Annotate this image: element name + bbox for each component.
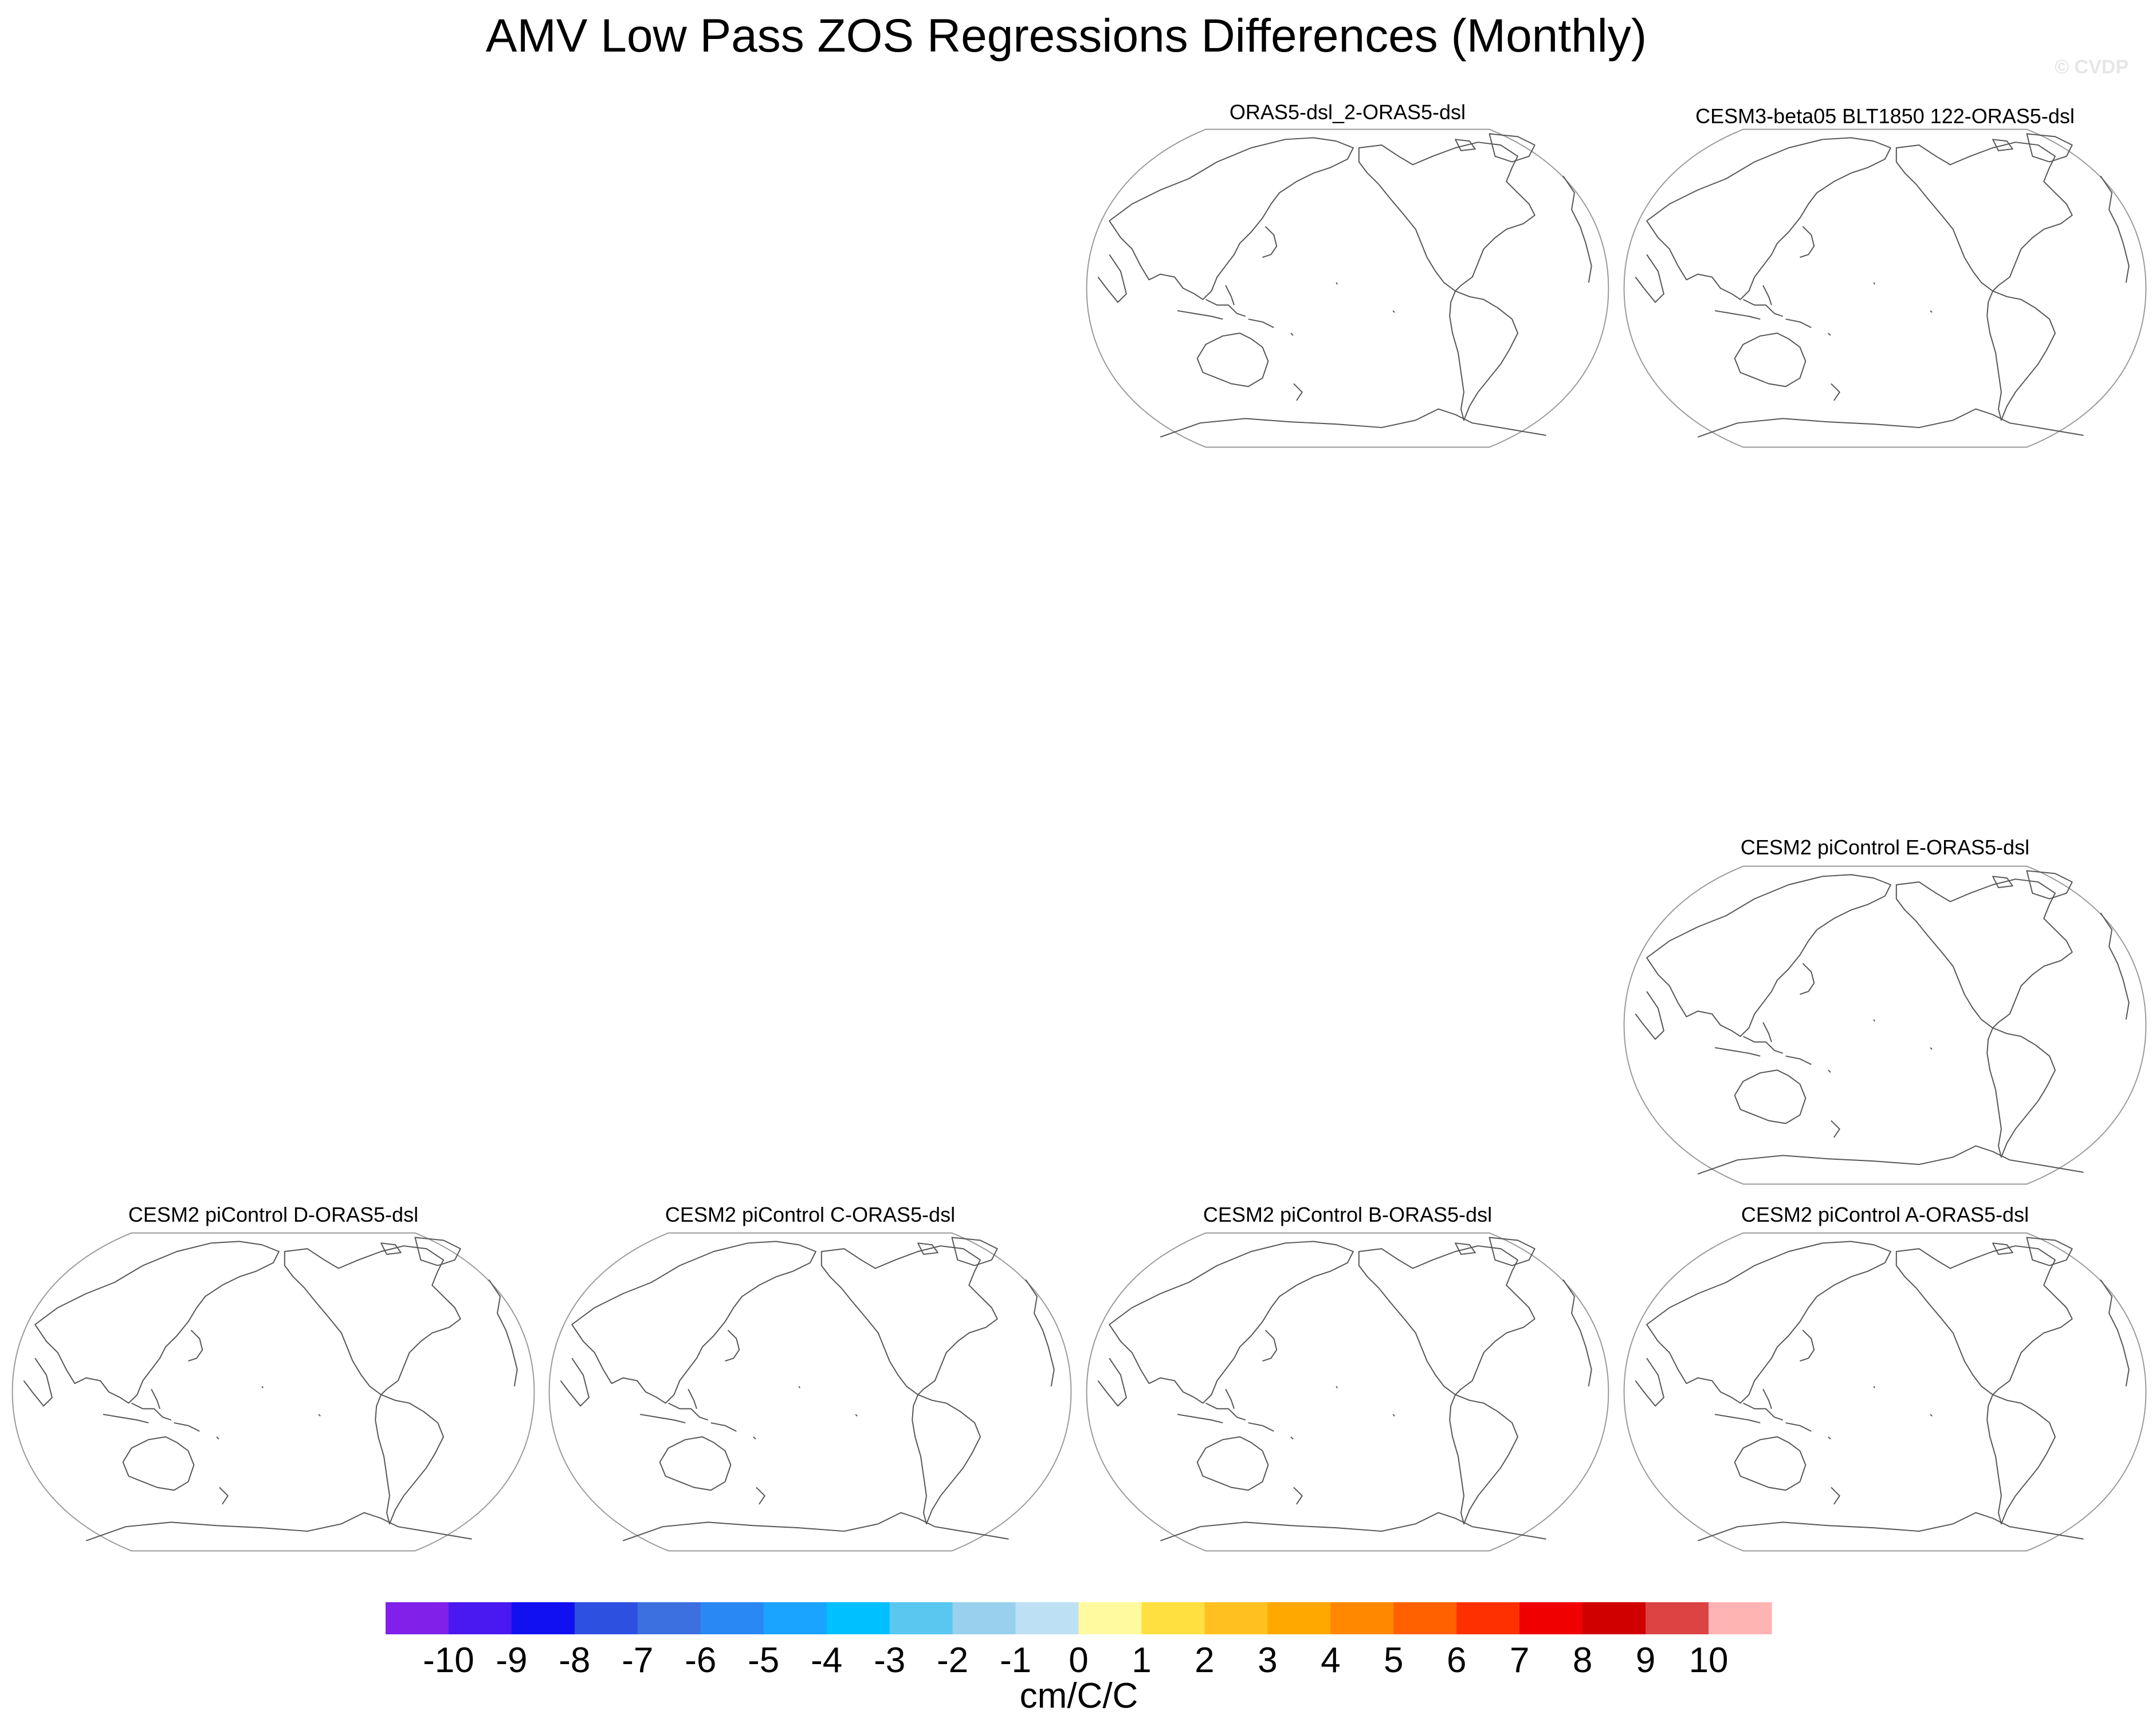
panel-title: ORAS5-dsl_2-ORAS5-dsl (1230, 100, 1466, 124)
colorbar-tick-label: 6 (1447, 1641, 1466, 1680)
colorbar-swatch (1141, 1602, 1205, 1634)
world-map (548, 1232, 1072, 1552)
colorbar-tick-label: 4 (1321, 1641, 1340, 1680)
colorbar-swatch (1267, 1602, 1331, 1634)
map-panel: CESM3-beta05 BLT1850 122-ORAS5-dsl (1623, 104, 2147, 448)
panel-title: CESM2 piControl C-ORAS5-dsl (665, 1203, 955, 1226)
colorbar-units: cm/C/C (1020, 1676, 1138, 1716)
colorbar-swatch (1330, 1602, 1394, 1634)
colorbar-swatch (637, 1602, 701, 1634)
colorbar-tick-label: -6 (685, 1641, 716, 1680)
colorbar-tick-label: 9 (1636, 1641, 1655, 1680)
colorbar-tick-label: 1 (1132, 1641, 1151, 1680)
colorbar-swatch (1204, 1602, 1268, 1634)
colorbar-tick-label: -8 (559, 1641, 590, 1680)
map-panel: CESM2 piControl B-ORAS5-dsl (1086, 1203, 1609, 1552)
colorbar-tick-label: -9 (496, 1641, 527, 1680)
colorbar-swatch (826, 1602, 890, 1634)
panel-title: CESM2 piControl B-ORAS5-dsl (1203, 1203, 1492, 1226)
world-map (1086, 128, 1609, 448)
colorbar-tick-label: 7 (1510, 1641, 1529, 1680)
colorbar-tick-label: -4 (811, 1641, 842, 1680)
panel-title: CESM2 piControl D-ORAS5-dsl (128, 1203, 418, 1226)
colorbar-tick-label: 5 (1384, 1641, 1403, 1680)
colorbar-tick-label: -1 (1000, 1641, 1031, 1680)
world-map (1623, 1232, 2147, 1552)
colorbar-tick-label: -2 (937, 1641, 968, 1680)
colorbar-swatch (1078, 1602, 1142, 1634)
world-map (1623, 128, 2147, 448)
colorbar-tick-label: -7 (622, 1641, 653, 1680)
colorbar-swatch (386, 1602, 449, 1634)
world-map (1086, 1232, 1609, 1552)
colorbar-swatch (1582, 1602, 1646, 1634)
colorbar-swatch (1393, 1602, 1457, 1634)
panel-title: CESM3-beta05 BLT1850 122-ORAS5-dsl (1695, 104, 2075, 128)
colorbar-tick-label: -5 (748, 1641, 779, 1680)
world-map (11, 1232, 535, 1552)
colorbar-tick-label: 8 (1573, 1641, 1592, 1680)
world-map (1623, 865, 2147, 1185)
colorbar-tick-label: 0 (1069, 1641, 1088, 1680)
panel-title: CESM2 piControl A-ORAS5-dsl (1741, 1203, 2029, 1226)
map-panel: ORAS5-dsl_2-ORAS5-dsl (1086, 100, 1609, 448)
colorbar-tick-label: 10 (1689, 1641, 1729, 1680)
map-panel: CESM2 piControl E-ORAS5-dsl (1623, 835, 2147, 1185)
colorbar-swatch (952, 1602, 1016, 1634)
colorbar-swatch (1709, 1602, 1772, 1634)
colorbar-swatch (889, 1602, 953, 1634)
colorbar-swatch (511, 1602, 575, 1634)
colorbar-swatch (700, 1602, 764, 1634)
colorbar-tick-label: 3 (1258, 1641, 1277, 1680)
map-panel: CESM2 piControl C-ORAS5-dsl (548, 1203, 1072, 1552)
colorbar-swatch (1015, 1602, 1079, 1634)
figure-title: AMV Low Pass ZOS Regressions Differences… (486, 10, 1647, 62)
colorbar (386, 1602, 1772, 1634)
colorbar-tick-label: -3 (874, 1641, 905, 1680)
colorbar-swatch (574, 1602, 638, 1634)
watermark: © CVDP (2055, 56, 2128, 78)
colorbar-swatch (1519, 1602, 1583, 1634)
panel-title: CESM2 piControl E-ORAS5-dsl (1741, 835, 2029, 859)
colorbar-swatch (1456, 1602, 1520, 1634)
map-panel: CESM2 piControl A-ORAS5-dsl (1623, 1203, 2147, 1552)
colorbar-swatch (448, 1602, 512, 1634)
colorbar-tick-label: 2 (1195, 1641, 1214, 1680)
colorbar-tick-label: -10 (423, 1641, 474, 1680)
colorbar-labels: -10 -9 -8 -7 -6 -5 -4 -3 -2 -1 0 1 2 3 4 5 6 7 8 9 10 (423, 1641, 1728, 1680)
colorbar-swatch (763, 1602, 827, 1634)
map-panel: CESM2 piControl D-ORAS5-dsl (11, 1203, 535, 1552)
colorbar-swatch (1646, 1602, 1709, 1634)
